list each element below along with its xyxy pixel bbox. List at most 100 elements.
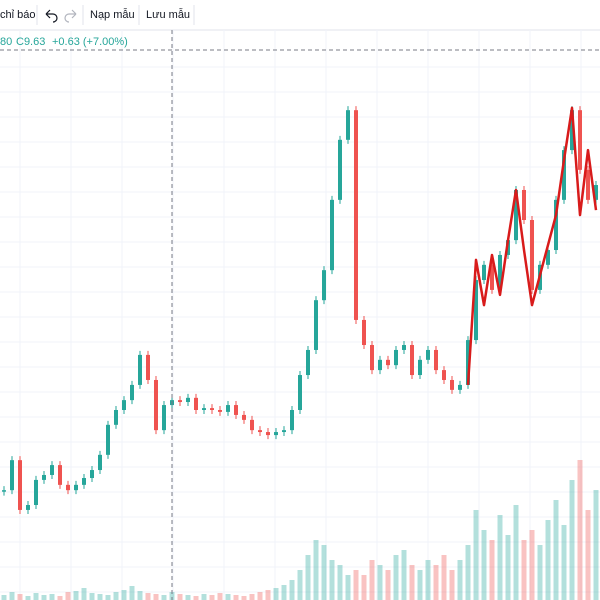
volume-bar bbox=[249, 594, 255, 600]
candle-body bbox=[362, 319, 366, 346]
volume-bar bbox=[137, 591, 143, 600]
volume-bar bbox=[313, 540, 319, 600]
volume-bar bbox=[209, 595, 215, 600]
volume-bar bbox=[553, 500, 559, 600]
candle-body bbox=[226, 405, 230, 412]
indicators-button[interactable]: chỉ báo bbox=[0, 9, 35, 21]
volume-bar bbox=[57, 596, 63, 600]
volume-bar bbox=[561, 525, 567, 600]
volume-bar bbox=[345, 575, 351, 600]
candle-body bbox=[146, 354, 150, 380]
candle-body bbox=[114, 410, 118, 425]
volume-bar bbox=[337, 565, 343, 600]
volume-bar bbox=[273, 588, 279, 600]
volume-bar bbox=[1, 595, 7, 600]
candle-body bbox=[546, 250, 550, 265]
candle-body bbox=[26, 505, 30, 510]
volume-bar bbox=[449, 570, 455, 600]
volume-bar bbox=[425, 560, 431, 600]
legend-close: C9.63 bbox=[16, 36, 45, 48]
volume-bar bbox=[193, 596, 199, 600]
candle-body bbox=[18, 460, 22, 510]
volume-bar bbox=[353, 570, 359, 600]
volume-bar bbox=[297, 570, 303, 600]
volume-bar bbox=[417, 570, 423, 600]
candle-body bbox=[82, 478, 86, 485]
candle-body bbox=[250, 419, 254, 431]
redo-icon[interactable] bbox=[64, 9, 77, 23]
candle-body bbox=[482, 264, 486, 281]
volume-bar bbox=[369, 560, 375, 600]
volume-bar bbox=[305, 555, 311, 600]
volume-bar bbox=[233, 595, 239, 600]
volume-bar bbox=[465, 545, 471, 600]
volume-bar bbox=[289, 580, 295, 600]
candle-body bbox=[194, 397, 198, 410]
candle-body bbox=[50, 465, 54, 475]
volume-bar bbox=[281, 585, 287, 600]
volume-bar bbox=[329, 560, 335, 600]
volume-bar bbox=[409, 565, 415, 600]
candle-body bbox=[426, 349, 430, 360]
candle-body bbox=[106, 424, 110, 455]
candle-body bbox=[370, 345, 374, 371]
candle-body bbox=[450, 379, 454, 390]
candle-body bbox=[562, 150, 566, 200]
candle-body bbox=[58, 465, 62, 485]
volume-bar bbox=[529, 530, 535, 600]
candle-body bbox=[74, 484, 78, 491]
volume-bar bbox=[25, 596, 31, 600]
candle-body bbox=[138, 354, 142, 385]
volume-bar bbox=[385, 570, 391, 600]
volume-bar bbox=[169, 592, 175, 600]
candle-body bbox=[178, 400, 182, 403]
candle-body bbox=[338, 139, 342, 200]
volume-bar bbox=[17, 594, 23, 600]
volume-bar bbox=[33, 593, 39, 600]
volume-bar bbox=[497, 515, 503, 600]
candle-body bbox=[418, 359, 422, 376]
volume-bar bbox=[577, 460, 583, 600]
candle-body bbox=[34, 479, 38, 505]
volume-bar bbox=[9, 592, 15, 600]
undo-icon[interactable] bbox=[45, 9, 58, 23]
candle-body bbox=[346, 110, 350, 140]
volume-bar bbox=[473, 510, 479, 600]
volume-bar bbox=[121, 590, 127, 600]
candle-body bbox=[466, 340, 470, 385]
candle-body bbox=[186, 397, 190, 403]
candle-body bbox=[130, 384, 134, 401]
volume-bar bbox=[49, 594, 55, 600]
candle-body bbox=[218, 410, 222, 412]
volume-bar bbox=[569, 480, 575, 600]
volume-bar bbox=[401, 550, 407, 600]
volume-bar bbox=[201, 594, 207, 600]
candle-body bbox=[210, 408, 214, 410]
volume-bar bbox=[145, 593, 151, 600]
save-template-button[interactable]: Lưu mẫu bbox=[146, 8, 190, 21]
volume-bar bbox=[89, 593, 95, 600]
candle-body bbox=[474, 280, 478, 341]
volume-bar bbox=[105, 595, 111, 600]
candle-body bbox=[90, 470, 94, 479]
candle-body bbox=[282, 430, 286, 433]
candle-body bbox=[498, 254, 502, 290]
candle-body bbox=[298, 375, 302, 410]
candle-body bbox=[42, 474, 46, 480]
volume-bar bbox=[265, 590, 271, 600]
volume-bar bbox=[65, 592, 71, 600]
volume-bar bbox=[217, 593, 223, 600]
volume-bar bbox=[377, 565, 383, 600]
candle-body bbox=[402, 345, 406, 350]
drawn-trend-line bbox=[466, 106, 598, 385]
load-template-button[interactable]: Nạp mẫu bbox=[90, 8, 135, 21]
volume-bar bbox=[361, 575, 367, 600]
candle-body bbox=[386, 359, 390, 366]
volume-bar bbox=[161, 595, 167, 600]
candle-body bbox=[2, 490, 6, 492]
volume-bar bbox=[129, 586, 135, 600]
candle-body bbox=[570, 110, 574, 151]
volume-bar bbox=[521, 540, 527, 600]
candle-body bbox=[290, 410, 294, 431]
